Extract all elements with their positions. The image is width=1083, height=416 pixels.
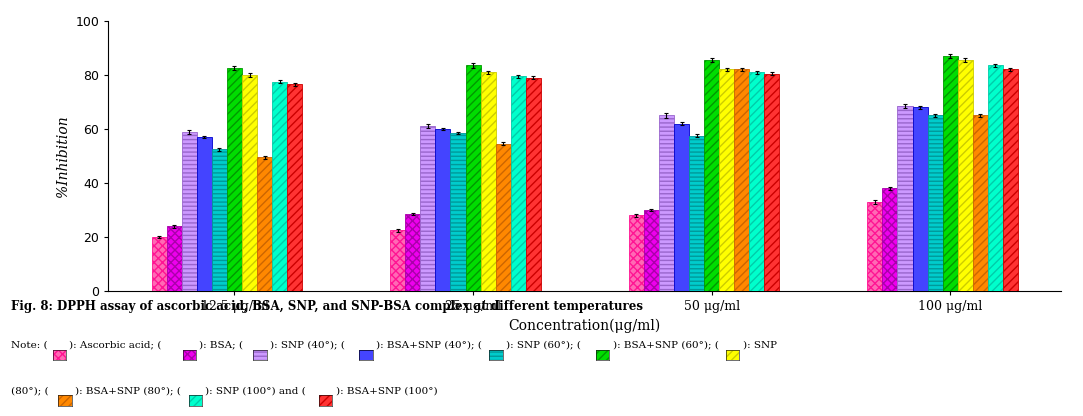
Bar [988, 65, 1003, 291]
Bar [466, 65, 481, 291]
Bar [390, 230, 405, 291]
Bar [957, 60, 973, 291]
Text: ): BSA+SNP (100°): ): BSA+SNP (100°) [336, 386, 438, 396]
Bar [704, 60, 719, 291]
Text: (80°); (: (80°); ( [11, 386, 49, 396]
Text: ): SNP (60°); (: ): SNP (60°); ( [506, 341, 582, 350]
Bar [883, 188, 898, 291]
Bar [526, 77, 540, 291]
Bar [689, 136, 704, 291]
Text: ): SNP (100°) and (: ): SNP (100°) and ( [206, 386, 306, 396]
Bar [643, 210, 658, 291]
Bar [152, 237, 167, 291]
Text: ): BSA+SNP (40°); (: ): BSA+SNP (40°); ( [376, 341, 482, 350]
Bar [1003, 69, 1018, 291]
Bar [227, 68, 242, 291]
Bar [913, 107, 928, 291]
Bar [242, 75, 257, 291]
Bar [765, 74, 780, 291]
Bar [928, 115, 942, 291]
Bar [734, 69, 749, 291]
Bar [674, 124, 689, 291]
Bar [511, 76, 526, 291]
Bar [867, 202, 883, 291]
Bar [287, 84, 302, 291]
Text: Note: (: Note: ( [11, 341, 48, 350]
Text: ): BSA; (: ): BSA; ( [199, 341, 244, 350]
Text: ): SNP (40°); (: ): SNP (40°); ( [270, 341, 344, 350]
Bar [435, 129, 451, 291]
X-axis label: Concentration(μg/ml): Concentration(μg/ml) [509, 319, 661, 333]
Bar [629, 215, 643, 291]
Text: ): SNP: ): SNP [743, 341, 777, 350]
Bar [749, 72, 765, 291]
Bar [405, 214, 420, 291]
Bar [182, 132, 197, 291]
Bar [481, 72, 496, 291]
Bar [272, 82, 287, 291]
Bar [212, 149, 227, 291]
Y-axis label: %Inhibition: %Inhibition [56, 115, 69, 197]
Bar [658, 115, 674, 291]
Text: ): Ascorbic acid; (: ): Ascorbic acid; ( [69, 341, 161, 350]
Bar [167, 226, 182, 291]
Text: ): BSA+SNP (80°); (: ): BSA+SNP (80°); ( [76, 386, 181, 396]
Bar [719, 69, 734, 291]
Text: Fig. 8: DPPH assay of ascorbic acid, BSA, SNP, and SNP-BSA complex at different : Fig. 8: DPPH assay of ascorbic acid, BSA… [11, 300, 643, 312]
Bar [973, 115, 988, 291]
Bar [942, 56, 957, 291]
Bar [420, 126, 435, 291]
Bar [496, 144, 511, 291]
Text: ): BSA+SNP (60°); (: ): BSA+SNP (60°); ( [613, 341, 718, 350]
Bar [197, 137, 212, 291]
Bar [257, 157, 272, 291]
Bar [898, 106, 913, 291]
Bar [451, 133, 466, 291]
